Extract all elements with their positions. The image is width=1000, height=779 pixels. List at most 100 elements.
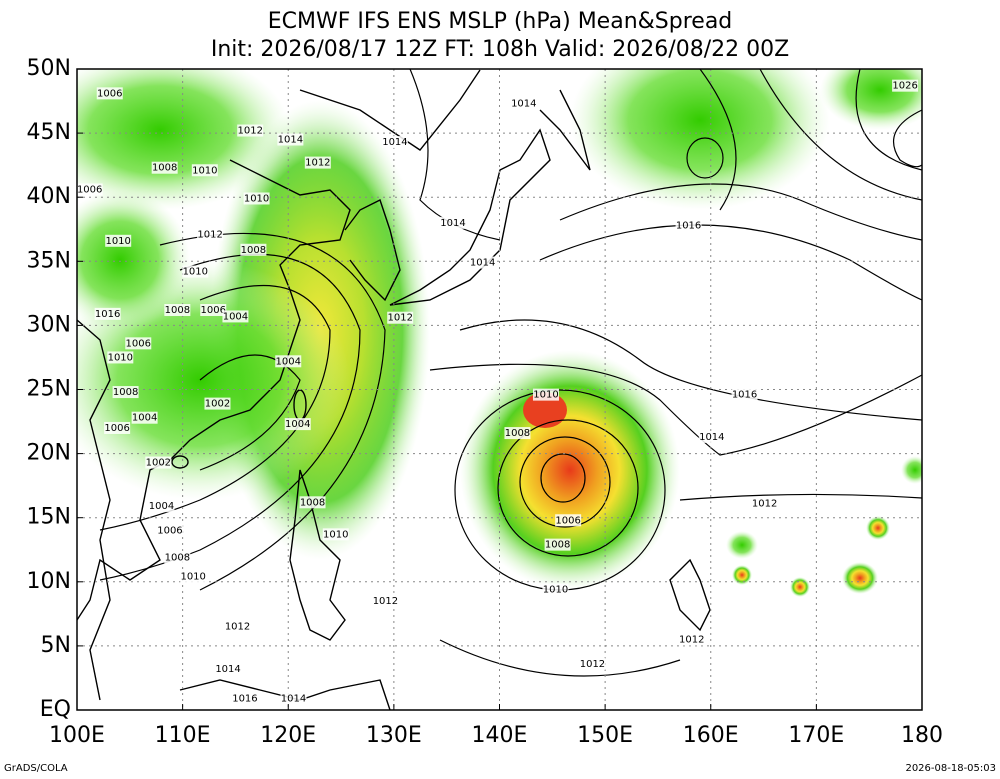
contour-label: 1012 [373, 596, 398, 607]
contour-label: 1010 [192, 165, 217, 176]
contour-label: 1008 [505, 428, 530, 439]
contour-label-bg [104, 421, 131, 434]
contour-label-bg [224, 620, 251, 633]
contour-label-bg [191, 164, 218, 177]
contour-label-bg [107, 351, 134, 364]
plot-area: 1006 1012 1014 1012 1008 1010 1006 1010 1014 1014… [77, 69, 922, 710]
contour-label: 1006 [104, 423, 129, 434]
contour-label: 1004 [132, 413, 157, 424]
contour-label: 1012 [197, 229, 222, 240]
contour-label-bg [544, 538, 571, 551]
axes: 100E 110E 120E 130E 140E 150E 160E 170E 180EQ5N1… [27, 56, 943, 748]
contour-label-bg [387, 311, 414, 324]
contour-label-bg [678, 633, 705, 646]
contour-label-bg [112, 386, 139, 399]
contour-label: 1006 [97, 88, 122, 99]
footer-left: GrADS/COLA [4, 763, 68, 774]
contour-label-bg [299, 496, 326, 509]
x-tick-label: 160E [683, 723, 739, 748]
contour-label: 1016 [95, 309, 120, 320]
contour-label: 1012 [225, 622, 250, 633]
contour-label-bg [200, 304, 227, 317]
contour-label-bg [275, 355, 302, 368]
contour-label: 1006 [126, 338, 151, 349]
contour-label: 1008 [300, 497, 325, 508]
contour-label-bg [180, 570, 207, 583]
contour-label-bg [96, 87, 123, 100]
y-tick-label: 5N [41, 633, 71, 658]
spread-shading [77, 69, 922, 597]
contour-label: 1010 [244, 193, 269, 204]
contour-label: 1026 [892, 81, 917, 92]
y-tick-label: 10N [27, 569, 71, 594]
contour-label-bg [510, 97, 537, 110]
contour-label: 1012 [679, 634, 704, 645]
contour-label: 1006 [555, 515, 580, 526]
contour-label-bg [164, 551, 191, 564]
x-tick-label: 180 [901, 723, 943, 748]
y-tick-label: 35N [27, 248, 71, 273]
x-tick-label: 130E [366, 723, 422, 748]
y-tick-label: 50N [27, 56, 71, 81]
y-tick-label: 15N [27, 505, 71, 530]
contour-label-bg [204, 397, 231, 410]
contour-label-bg [243, 192, 270, 205]
contour-label-bg [156, 524, 183, 537]
contour-label-bg [145, 456, 172, 469]
subtitle: Init: 2026/08/17 12Z FT: 108h Valid: 202… [211, 37, 789, 62]
contour-label: 1012 [580, 659, 605, 670]
contour-label: 1004 [276, 356, 301, 367]
contour-label-bg [675, 219, 702, 232]
contour-label-bg [532, 388, 559, 401]
contour-label-bg [304, 156, 331, 169]
contour-labels: 1006 1012 1014 1012 1008 1010 1006 1010 1014 1014… [77, 79, 919, 705]
contour-label-bg [504, 427, 531, 440]
contour-label: 1014 [215, 664, 240, 675]
contour-label: 1012 [387, 313, 412, 324]
contour-label: 1008 [113, 387, 138, 398]
contour-label: 1010 [323, 529, 348, 540]
contour-label-bg [151, 161, 178, 174]
contour-label: 1010 [180, 572, 205, 583]
contour-label-bg [222, 310, 249, 323]
x-tick-label: 120E [260, 723, 316, 748]
contour-label: 1004 [149, 501, 174, 512]
y-tick-label: 20N [27, 441, 71, 466]
x-tick-label: 150E [577, 723, 633, 748]
contour-label: 1014 [382, 137, 407, 148]
contour-label: 1010 [108, 352, 133, 363]
contour-label: 1006 [157, 526, 182, 537]
contour-label: 1008 [241, 245, 266, 256]
contour-label-bg [164, 304, 191, 317]
contour-label: 1014 [511, 99, 536, 110]
contour-label-bg [131, 411, 158, 424]
contour-label: 1008 [165, 552, 190, 563]
contour-label: 1002 [205, 399, 230, 410]
contour-label: 1008 [545, 540, 570, 551]
contour-label-bg [542, 583, 569, 596]
contour-label-bg [215, 662, 242, 675]
contour-label: 1004 [285, 419, 310, 430]
contour-label-bg [277, 133, 304, 146]
contour-label-bg [125, 337, 152, 350]
contour-label: 1008 [152, 163, 177, 174]
contour-label: 1010 [105, 236, 130, 247]
isobars [99, 69, 922, 677]
contour-label: 1014 [440, 218, 465, 229]
contour-label-bg [381, 136, 408, 149]
contour-label-bg [469, 256, 496, 269]
title: ECMWF IFS ENS MSLP (hPa) Mean&Spread [268, 9, 733, 34]
contour-label-bg [322, 528, 349, 541]
contour-label-bg [105, 234, 132, 247]
contour-label-bg [148, 500, 175, 513]
contour-label: 1004 [223, 311, 248, 322]
contour-label: 1008 [165, 305, 190, 316]
contour-label: 1014 [699, 432, 724, 443]
x-tick-label: 110E [155, 723, 211, 748]
contour-label: 1006 [77, 185, 102, 196]
contour-label: 1010 [533, 390, 558, 401]
contour-label: 1014 [470, 258, 495, 269]
contour-label-bg [231, 692, 258, 705]
